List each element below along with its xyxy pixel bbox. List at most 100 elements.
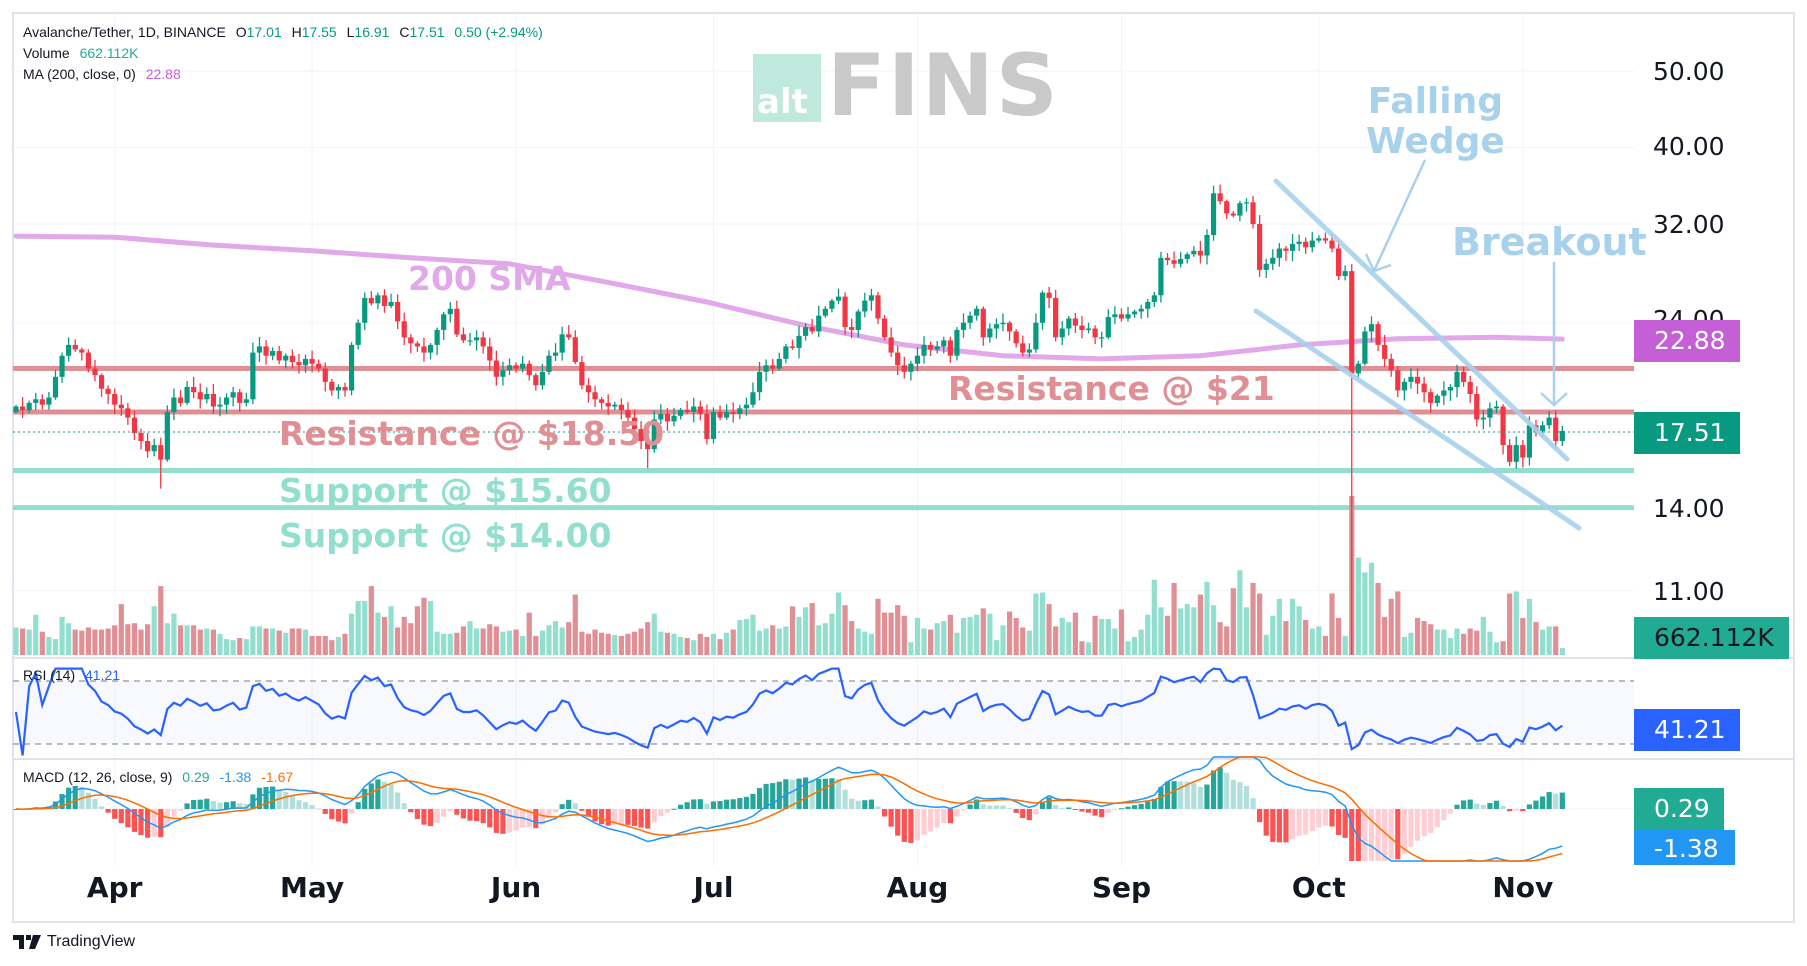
macd-hist-bar: [1467, 799, 1473, 809]
volume-bar: [217, 633, 223, 655]
candle: [1362, 326, 1368, 366]
candle: [1276, 243, 1282, 267]
sma200-line: [13, 233, 1565, 362]
macd-hist-bar: [177, 809, 184, 811]
macd-hist-bar: [474, 809, 480, 822]
falling-wedge-drawing[interactable]: [1253, 178, 1582, 531]
volume-bar: [1112, 628, 1118, 655]
volume-bar: [335, 636, 342, 655]
volume-bar: [243, 639, 249, 655]
volume-bar: [59, 616, 65, 655]
macd-hist-bar: [1441, 809, 1447, 821]
volume-value: 662.112K: [79, 45, 139, 61]
volume-bar: [618, 635, 624, 655]
macd-hist-bar: [960, 809, 967, 811]
volume-bar: [1138, 629, 1144, 655]
volume-bar: [256, 626, 263, 655]
candle: [1283, 245, 1289, 261]
candle: [954, 327, 960, 361]
macd-hist-bar: [552, 809, 559, 813]
candle: [237, 388, 243, 412]
volume-bar: [1335, 617, 1342, 655]
candle: [579, 356, 585, 390]
candle: [1099, 331, 1105, 348]
macd-hist-bar: [184, 803, 190, 809]
volume-bar: [184, 625, 190, 655]
candle: [467, 332, 473, 346]
volume-bar: [79, 630, 85, 655]
breakout-label: Breakout: [1452, 220, 1647, 264]
ma-label[interactable]: MA (200, close, 0): [23, 66, 136, 82]
candle: [1171, 251, 1177, 269]
volume-bar: [585, 633, 592, 655]
open-label: O: [235, 24, 247, 40]
macd-hist-bar: [796, 778, 802, 809]
candle: [1270, 249, 1276, 270]
macd-hist-bar: [1276, 809, 1282, 843]
candle: [1026, 343, 1032, 358]
macd-label[interactable]: MACD (12, 26, close, 9): [23, 769, 173, 785]
macd-hist-bar: [1395, 809, 1401, 860]
volume-legend: Volume 662.112K: [23, 45, 145, 61]
volume-bar: [210, 629, 216, 655]
macd-hist-bar: [289, 796, 295, 809]
macd-hist-bar: [270, 786, 276, 809]
candle: [1197, 240, 1203, 264]
volume-bar: [960, 617, 967, 655]
candle: [125, 402, 131, 425]
candle: [875, 292, 881, 325]
volume-bar: [1493, 642, 1500, 655]
volume-label[interactable]: Volume: [23, 45, 70, 61]
symbol-title[interactable]: Avalanche/Tether, 1D, BINANCE: [23, 24, 226, 40]
macd-hist-bar: [223, 802, 230, 809]
macd-hist-bar: [1520, 809, 1526, 812]
macd-hist-bar: [118, 809, 124, 824]
candle: [789, 339, 796, 350]
volume-bar: [112, 625, 118, 655]
volume-bar: [1118, 609, 1125, 655]
support-1400-label: Support @ $14.00: [279, 516, 612, 555]
candle: [1428, 388, 1434, 413]
volume-bar: [33, 614, 39, 655]
wedge-upper-line[interactable]: [1273, 178, 1570, 462]
volume-bar: [809, 603, 815, 655]
volume-bar: [1026, 630, 1032, 655]
candle: [138, 428, 144, 450]
candle: [1368, 316, 1375, 342]
macd-hist-bar: [480, 809, 486, 824]
macd-hist-bar: [1158, 787, 1164, 809]
volume-bar: [1257, 593, 1263, 655]
volume-bar: [125, 624, 131, 655]
candle: [572, 330, 578, 365]
candle: [395, 294, 401, 329]
volume-bar: [19, 628, 26, 655]
tradingview-brand[interactable]: TradingView: [13, 933, 135, 951]
volume-bar: [322, 635, 328, 655]
candle: [1020, 335, 1026, 357]
volume-bar: [388, 606, 394, 655]
volume-bar: [770, 625, 776, 655]
volume-bar: [1355, 557, 1361, 655]
rsi-label[interactable]: RSI (14): [23, 667, 76, 683]
wedge-lower-line[interactable]: [1253, 308, 1582, 531]
candle: [842, 292, 848, 335]
volume-bar: [487, 624, 493, 655]
macd-hist-bar: [1493, 800, 1500, 809]
macd-hist-bar: [928, 809, 934, 832]
macd-hist-bar: [743, 796, 749, 809]
candle: [835, 288, 842, 305]
candle: [1164, 253, 1171, 266]
volume-bar: [835, 592, 842, 655]
volume-bar: [1171, 582, 1177, 655]
macd-line-value: -1.38: [219, 769, 252, 785]
y-tick: 40.00: [1653, 132, 1725, 161]
candle: [1507, 439, 1513, 467]
volume-bar: [1309, 628, 1315, 655]
volume-bar: [862, 631, 868, 655]
macd-hist-bar: [585, 809, 592, 817]
macd-hist-bar: [658, 809, 664, 817]
macd-hist-bar: [1099, 809, 1105, 818]
candle: [1316, 235, 1322, 243]
support-1560-label: Support @ $15.60: [279, 471, 612, 510]
